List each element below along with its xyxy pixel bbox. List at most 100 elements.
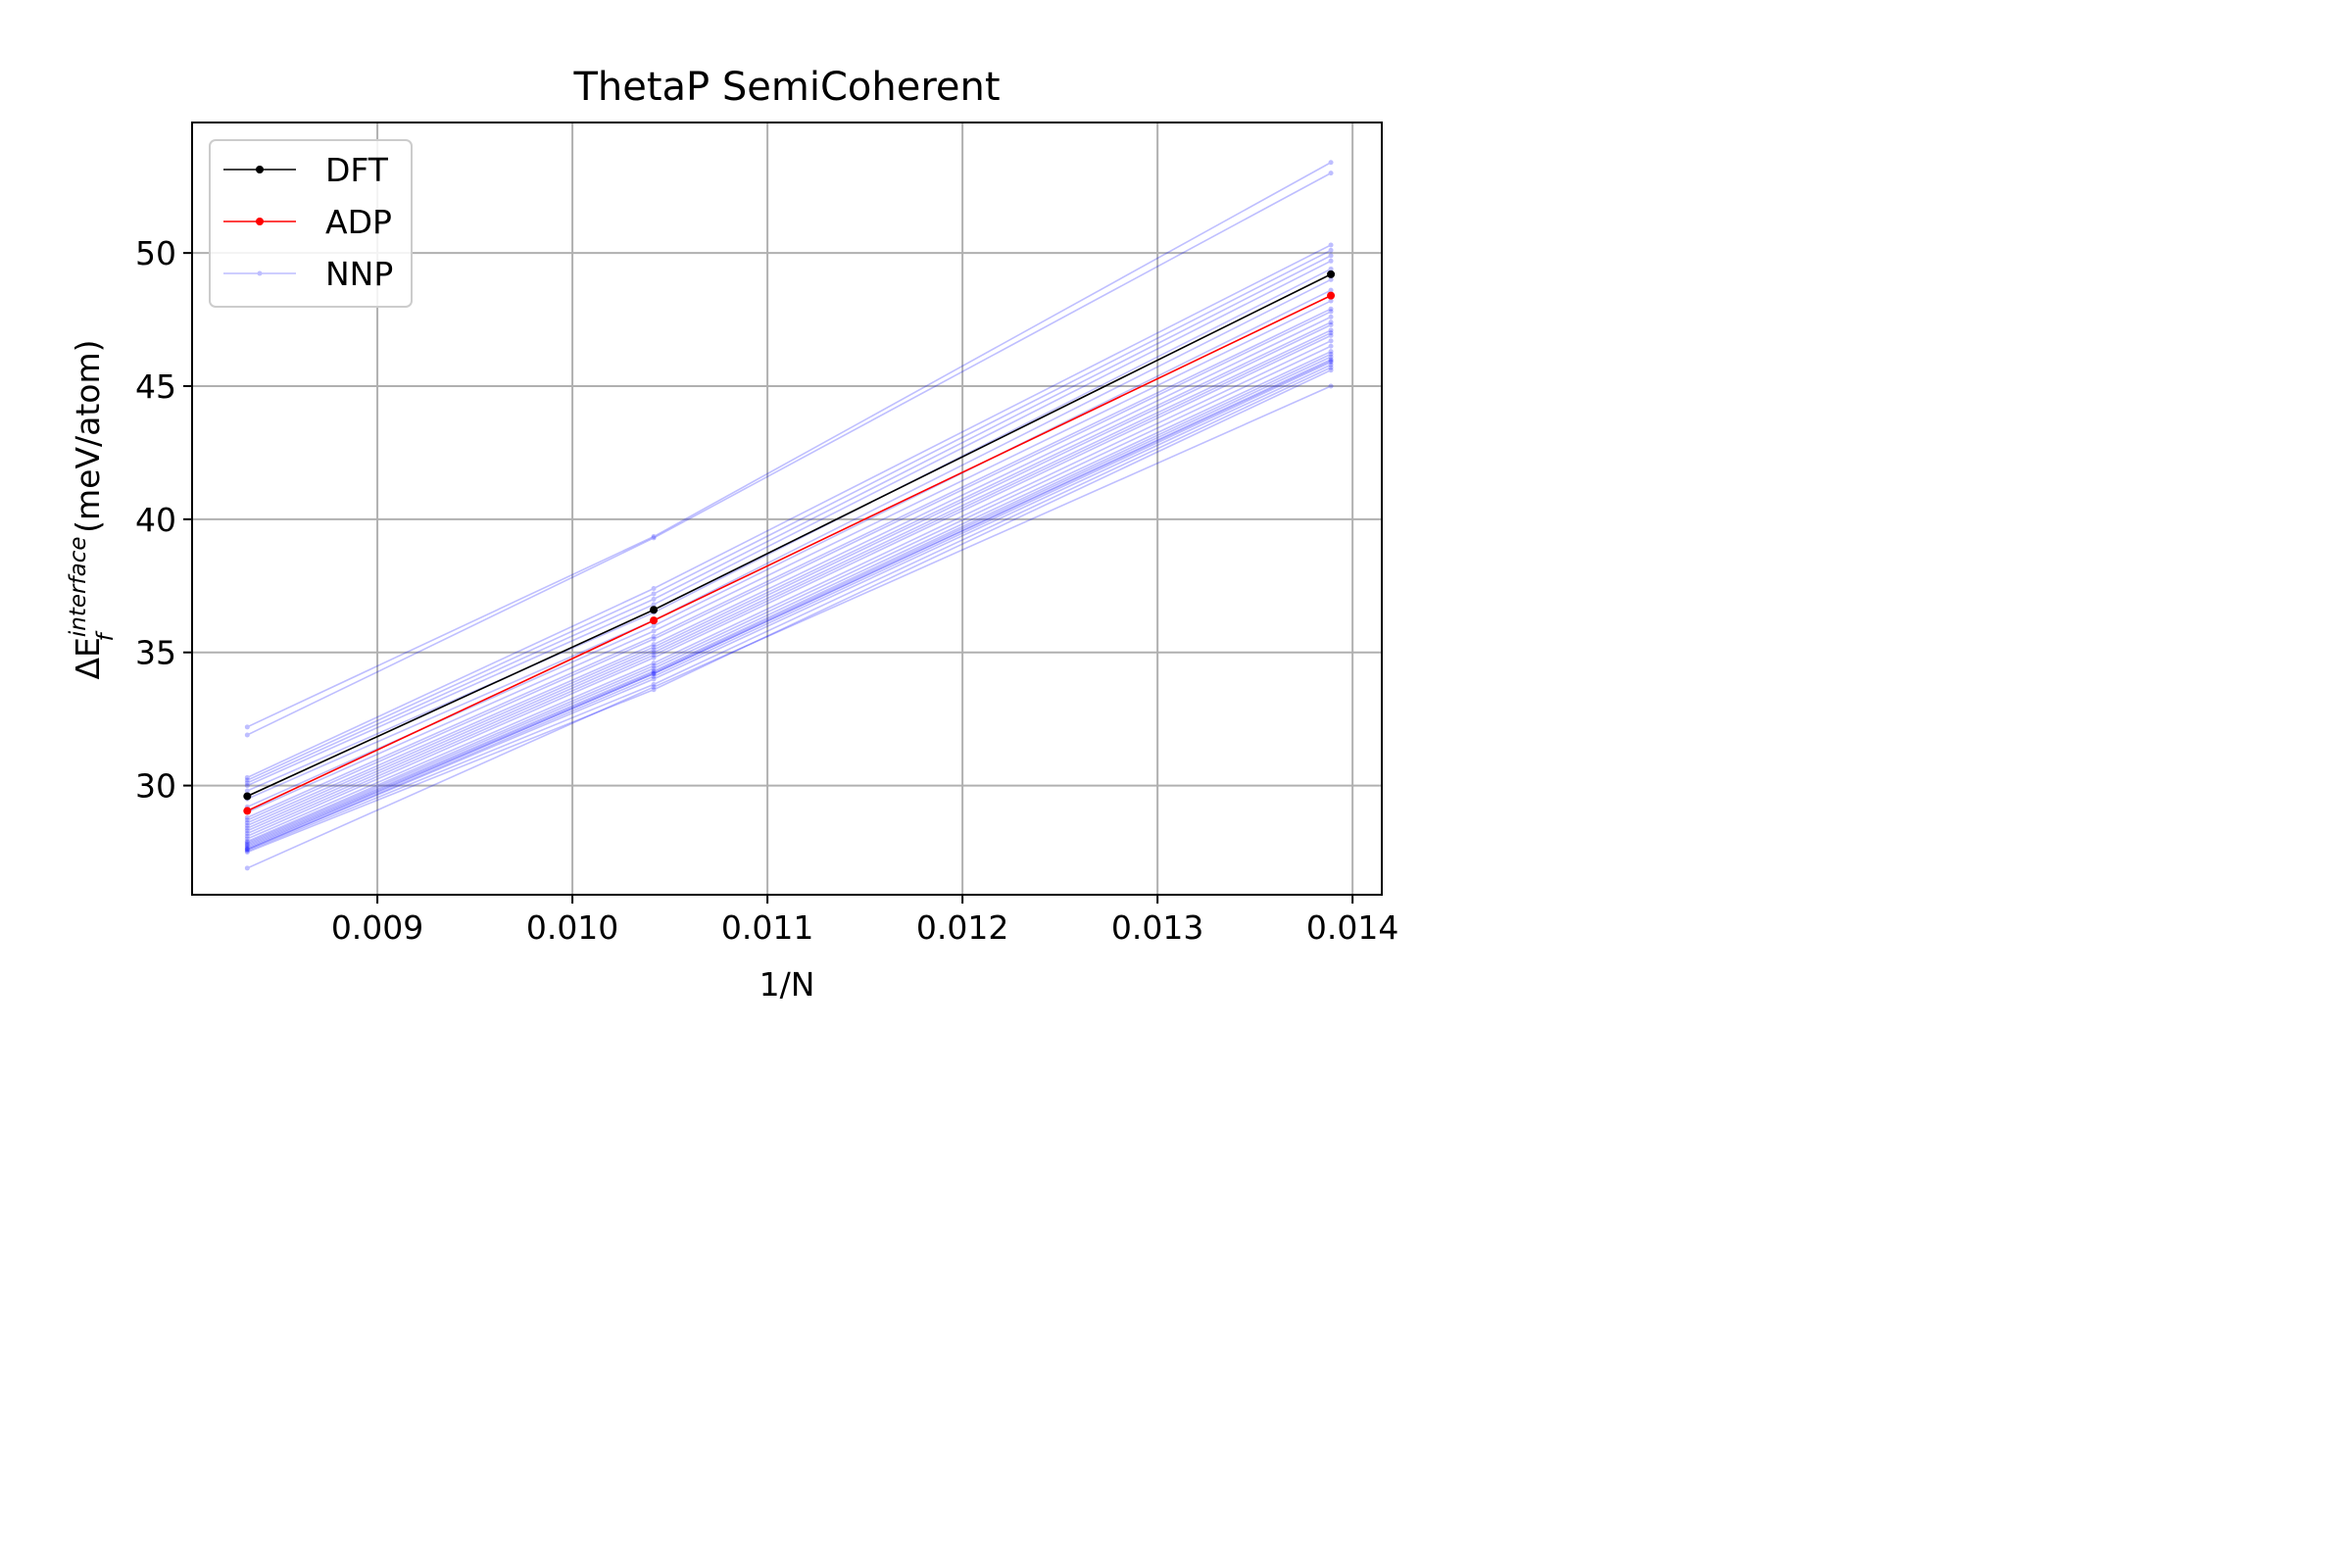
data-point xyxy=(1328,287,1334,293)
data-point xyxy=(1328,338,1334,344)
data-point xyxy=(651,647,657,653)
data-point xyxy=(651,681,657,687)
data-point xyxy=(244,833,250,839)
nnp-series xyxy=(244,338,1334,842)
x-tick-label: 0.014 xyxy=(1306,908,1398,947)
x-tick-label: 0.009 xyxy=(331,908,423,947)
data-point xyxy=(651,623,657,629)
data-point xyxy=(244,780,250,786)
x-tick-label: 0.012 xyxy=(916,908,1008,947)
nnp-series xyxy=(244,351,1334,847)
series-line xyxy=(246,162,1332,728)
nnp-series xyxy=(244,343,1334,845)
data-point xyxy=(651,535,657,541)
data-point xyxy=(651,591,657,597)
y-tick-label: 45 xyxy=(135,368,176,406)
data-point xyxy=(244,822,250,828)
legend-marker xyxy=(257,270,263,276)
data-point xyxy=(244,788,250,794)
data-point xyxy=(244,844,250,850)
data-point xyxy=(651,586,657,592)
legend-items: DFT ADP NNP xyxy=(223,151,393,293)
nnp-series xyxy=(244,357,1334,850)
nnp-series xyxy=(244,365,1334,854)
data-point xyxy=(651,665,657,671)
legend-marker xyxy=(256,218,264,225)
legend-label: NNP xyxy=(325,255,393,293)
data-point xyxy=(244,814,250,820)
series-line xyxy=(247,360,1332,850)
data-point xyxy=(1328,242,1334,248)
data-point xyxy=(244,831,250,837)
data-point xyxy=(244,850,250,856)
axis-ticks: 0.009 0.010 0.011 0.012 0.013 0.014 30 35 40 45 50 xyxy=(135,234,1398,947)
data-point xyxy=(1328,276,1334,282)
data-point xyxy=(1328,332,1334,338)
data-point xyxy=(1327,291,1336,300)
series-line xyxy=(247,345,1332,843)
nnp-series xyxy=(244,160,1334,730)
nnp-series xyxy=(244,354,1334,849)
x-tick-label: 0.010 xyxy=(526,908,618,947)
series-line xyxy=(246,249,1332,781)
data-point xyxy=(1327,270,1336,278)
data-point xyxy=(244,828,250,834)
y-tick-label: 35 xyxy=(135,634,176,672)
series-line xyxy=(246,172,1332,736)
y-axis-label-prefix: ΔE xyxy=(69,637,107,679)
data-point xyxy=(244,847,250,853)
data-point xyxy=(1328,365,1334,370)
data-point xyxy=(1328,330,1334,336)
data-point xyxy=(1328,247,1334,253)
series-line xyxy=(246,300,1332,813)
data-point xyxy=(1328,360,1334,366)
x-tick-label: 0.011 xyxy=(721,908,813,947)
x-axis-label: 1/N xyxy=(760,965,815,1004)
nnp-series xyxy=(244,242,1334,780)
data-point xyxy=(244,845,250,851)
legend-label: ADP xyxy=(325,203,392,241)
data-point xyxy=(243,792,252,801)
nnp-series xyxy=(244,362,1334,853)
data-point xyxy=(1328,306,1334,312)
series-line xyxy=(247,331,1332,835)
legend-item-dft xyxy=(223,166,296,173)
data-point xyxy=(1328,319,1334,325)
data-point xyxy=(244,825,250,831)
data-point xyxy=(244,841,250,847)
data-point xyxy=(244,839,250,845)
y-tick-label: 30 xyxy=(135,767,176,806)
data-point xyxy=(244,774,250,780)
series-line xyxy=(246,244,1332,779)
data-point xyxy=(244,836,250,842)
data-point xyxy=(244,820,250,826)
series-line xyxy=(247,364,1332,851)
data-point xyxy=(244,847,250,853)
data-point xyxy=(650,616,659,625)
nnp-series xyxy=(244,306,1334,820)
data-point xyxy=(1328,354,1334,360)
nnp-series xyxy=(244,171,1334,738)
nnp-series xyxy=(244,358,1334,851)
y-axis-label-subscript: f xyxy=(93,630,119,641)
nnp-series xyxy=(244,314,1334,826)
data-point xyxy=(651,602,657,608)
data-point xyxy=(651,534,657,540)
series-line xyxy=(246,385,1332,869)
nnp-series xyxy=(244,330,1334,837)
nnp-series xyxy=(244,349,1334,846)
legend-marker xyxy=(256,166,264,173)
series-line xyxy=(247,359,1332,848)
data-point xyxy=(651,652,657,658)
data-point xyxy=(244,783,250,789)
data-point xyxy=(651,661,657,666)
data-point xyxy=(1328,253,1334,259)
series-line xyxy=(246,311,1332,821)
data-point xyxy=(651,650,657,656)
chart-title: ThetaP SemiCoherent xyxy=(572,65,1000,110)
data-point xyxy=(651,670,657,676)
nnp-series xyxy=(244,309,1334,823)
series-line xyxy=(247,321,1332,827)
data-point xyxy=(1328,171,1334,176)
data-point xyxy=(651,662,657,668)
